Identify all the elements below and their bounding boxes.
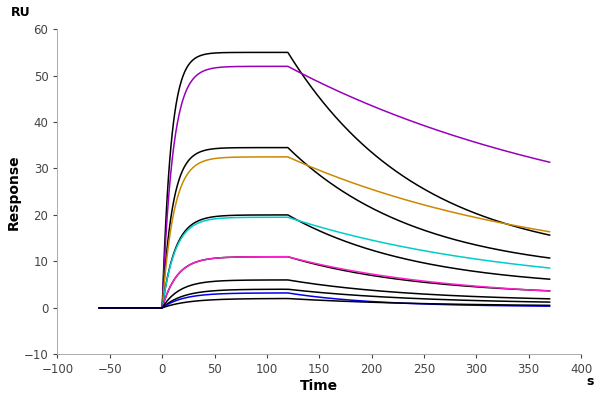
Y-axis label: Response: Response [7,154,21,230]
Text: RU: RU [10,6,30,20]
X-axis label: Time: Time [300,379,338,393]
Text: s: s [586,375,593,388]
